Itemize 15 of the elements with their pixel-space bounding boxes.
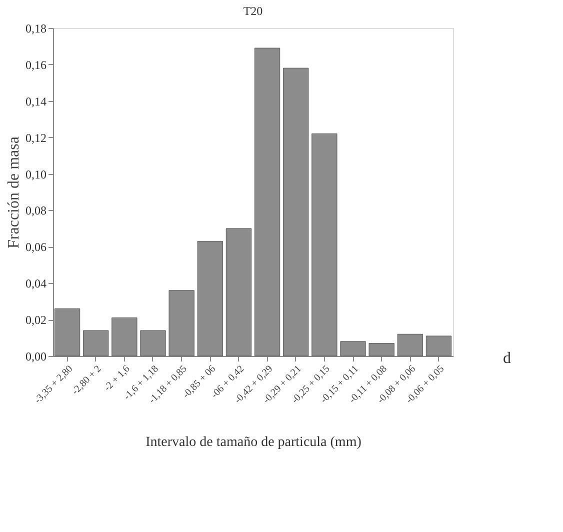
y-tick-label: 0,16 [26, 58, 46, 72]
x-axis-title: Intervalo de tamaño de particula (mm) [146, 435, 362, 450]
y-axis-title: Fracción de masa [6, 136, 22, 248]
y-tick-label: 0,08 [26, 204, 46, 218]
y-tick-label: 0,12 [26, 130, 46, 145]
y-tick-label: 0,10 [26, 167, 46, 182]
x-tick-label: -3,35 + 2,80 [32, 364, 76, 406]
text: d [503, 350, 511, 367]
chart-title: T20 [243, 4, 263, 18]
y-tick-label: 0,02 [26, 313, 46, 328]
y-tick-label: 0,18 [26, 22, 46, 36]
y-tick-label: 0,04 [26, 276, 46, 291]
y-tick-label: 0,06 [26, 240, 46, 254]
y-tick-label: 0,00 [26, 350, 46, 364]
y-tick-label: 0,14 [26, 94, 46, 108]
